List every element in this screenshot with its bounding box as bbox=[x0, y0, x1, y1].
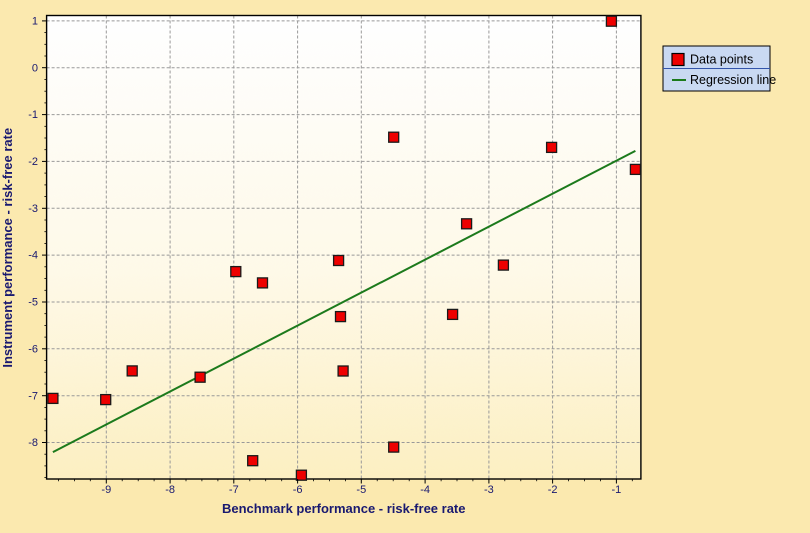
svg-text:Instrument performance - risk-: Instrument performance - risk-free rate bbox=[0, 128, 15, 368]
svg-text:-1: -1 bbox=[612, 484, 622, 496]
svg-text:-3: -3 bbox=[28, 203, 38, 215]
svg-text:-8: -8 bbox=[165, 484, 175, 496]
svg-text:-4: -4 bbox=[420, 484, 430, 496]
svg-text:-4: -4 bbox=[28, 250, 38, 262]
svg-text:-2: -2 bbox=[28, 156, 38, 168]
svg-text:Regression line: Regression line bbox=[690, 73, 776, 87]
svg-text:-1: -1 bbox=[28, 109, 38, 121]
svg-text:-8: -8 bbox=[28, 437, 38, 449]
svg-text:-3: -3 bbox=[484, 484, 494, 496]
svg-text:-6: -6 bbox=[293, 484, 303, 496]
svg-text:1: 1 bbox=[32, 16, 38, 28]
svg-text:-2: -2 bbox=[548, 484, 558, 496]
svg-text:-5: -5 bbox=[28, 297, 38, 309]
svg-text:-5: -5 bbox=[356, 484, 366, 496]
svg-text:-6: -6 bbox=[28, 343, 38, 355]
svg-text:-9: -9 bbox=[101, 484, 111, 496]
svg-text:Data points: Data points bbox=[690, 52, 753, 66]
svg-text:Benchmark performance - risk-f: Benchmark performance - risk-free rate bbox=[222, 501, 466, 516]
svg-text:-7: -7 bbox=[28, 390, 38, 402]
svg-text:-7: -7 bbox=[229, 484, 239, 496]
svg-text:0: 0 bbox=[32, 62, 38, 74]
